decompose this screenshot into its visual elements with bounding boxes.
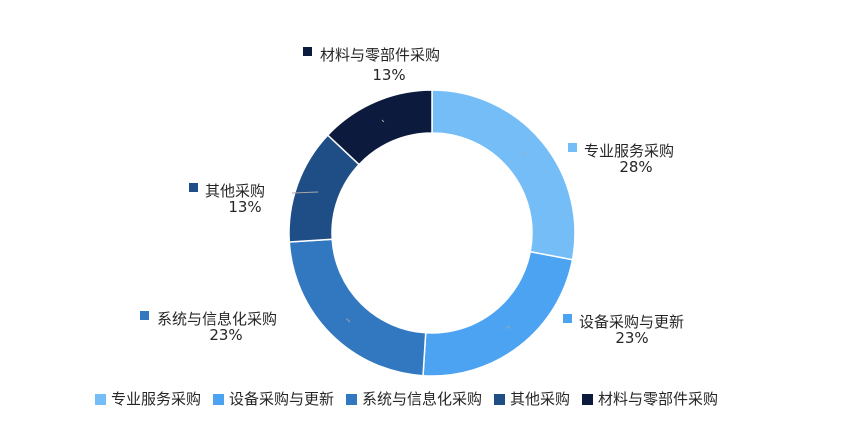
legend-swatch [346, 394, 357, 405]
data-label-marker [140, 311, 149, 320]
data-label-percent: 23% [209, 326, 242, 344]
donut-slice [432, 90, 575, 260]
data-label-percent: 13% [228, 198, 261, 216]
data-label-percent: 23% [615, 329, 648, 347]
legend-label: 专业服务采购 [111, 390, 201, 408]
donut-slice [423, 252, 572, 376]
legend-label: 其他采购 [510, 390, 570, 408]
legend-swatch [494, 394, 505, 405]
data-label-marker [563, 314, 572, 323]
legend-label: 设备采购与更新 [229, 390, 334, 408]
donut-slice [289, 239, 425, 375]
data-label-marker [303, 47, 312, 56]
legend-label: 系统与信息化采购 [362, 390, 482, 408]
data-label-category: 材料与零部件采购 [320, 46, 440, 64]
legend-label: 材料与零部件采购 [598, 390, 718, 408]
legend-swatch [95, 394, 106, 405]
legend-swatch [213, 394, 224, 405]
legend-swatch [582, 394, 593, 405]
data-label-percent: 28% [619, 158, 652, 176]
data-label-marker [189, 183, 198, 192]
data-label-marker [568, 143, 577, 152]
data-label-percent: 13% [372, 66, 405, 84]
chart-legend: 专业服务采购 设备采购与更新 系统与信息化采购 其他采购 材料与零部件采购 [95, 390, 718, 408]
